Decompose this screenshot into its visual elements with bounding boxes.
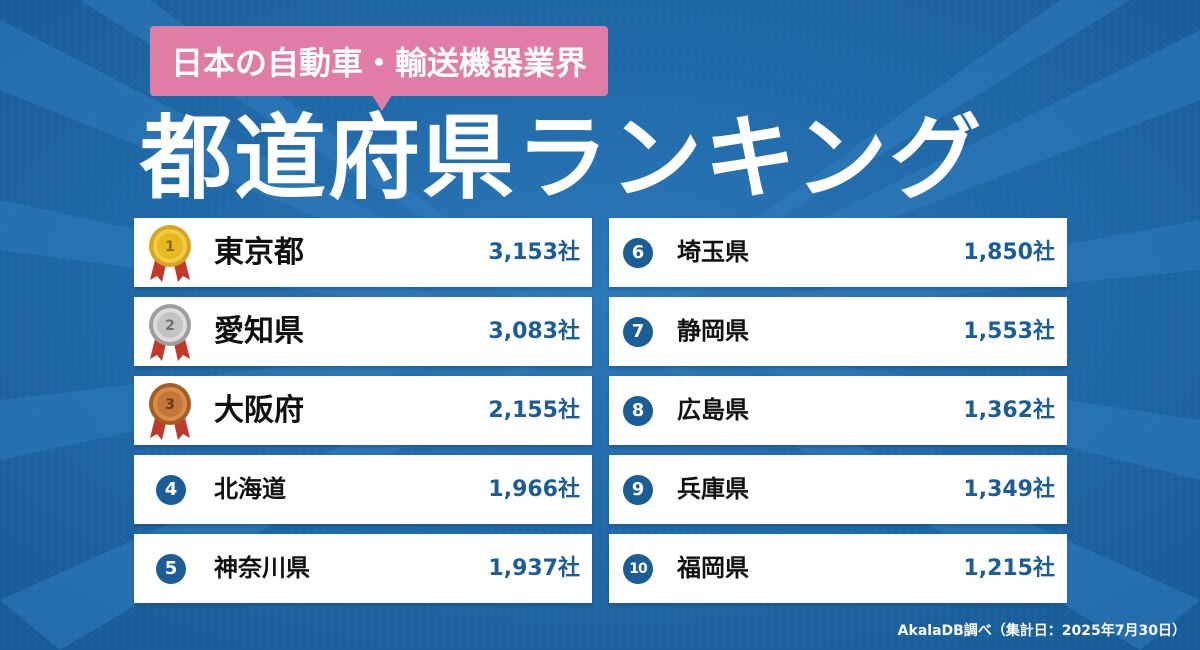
ranking-row-7: 7 静岡県 1,553社 xyxy=(609,297,1067,366)
prefecture-name: 愛知県 xyxy=(214,314,304,349)
prefecture-name: 福岡県 xyxy=(677,554,749,582)
ranking-row-1: 1 東京都 3,153社 xyxy=(134,218,592,287)
ranking-column-left: 1 東京都 3,153社 2 愛知県 3,083社 3 大阪府 2,155社 4 xyxy=(134,218,592,613)
company-count: 1,362社 xyxy=(963,398,1055,423)
badge-pointer xyxy=(372,95,392,111)
prefecture-name: 兵庫県 xyxy=(677,475,749,503)
rank-number: 4 xyxy=(156,475,186,505)
ranking-row-2: 2 愛知県 3,083社 xyxy=(134,297,592,366)
bronze-medal-icon: 3 xyxy=(149,383,191,440)
medal-rank-label: 1 xyxy=(165,239,175,255)
ranking-row-9: 9 兵庫県 1,349社 xyxy=(609,455,1067,524)
page-title: 都道府県ランキング xyxy=(140,105,984,212)
rank-number: 10 xyxy=(623,554,653,584)
rank-number: 9 xyxy=(623,475,653,505)
prefecture-name: 埼玉県 xyxy=(677,238,749,266)
company-count: 2,155社 xyxy=(488,398,580,423)
rank-number: 8 xyxy=(623,396,653,426)
category-badge: 日本の自動車・輸送機器業界 xyxy=(150,26,608,96)
company-count: 1,349社 xyxy=(963,477,1055,502)
company-count: 1,966社 xyxy=(488,477,580,502)
prefecture-name: 神奈川県 xyxy=(214,554,310,582)
prefecture-name: 東京都 xyxy=(214,235,304,270)
prefecture-name: 北海道 xyxy=(214,475,286,503)
prefecture-name: 静岡県 xyxy=(677,317,749,345)
company-count: 3,153社 xyxy=(488,240,580,265)
prefecture-name: 広島県 xyxy=(677,396,749,424)
rank-number: 7 xyxy=(623,317,653,347)
rank-number: 6 xyxy=(623,238,653,268)
silver-medal-icon: 2 xyxy=(149,304,191,361)
medal-rank-label: 3 xyxy=(165,397,175,413)
ranking-row-10: 10 福岡県 1,215社 xyxy=(609,534,1067,603)
medal-rank-label: 2 xyxy=(165,318,175,334)
source-note: AkalaDB調べ（集計日：2025年7月30日） xyxy=(897,623,1186,639)
company-count: 3,083社 xyxy=(488,319,580,344)
ranking-row-5: 5 神奈川県 1,937社 xyxy=(134,534,592,603)
prefecture-name: 大阪府 xyxy=(214,393,304,428)
rank-number: 5 xyxy=(156,554,186,584)
ranking-row-4: 4 北海道 1,966社 xyxy=(134,455,592,524)
company-count: 1,850社 xyxy=(963,240,1055,265)
company-count: 1,553社 xyxy=(963,319,1055,344)
ranking-row-6: 6 埼玉県 1,850社 xyxy=(609,218,1067,287)
ranking-row-8: 8 広島県 1,362社 xyxy=(609,376,1067,445)
gold-medal-icon: 1 xyxy=(149,225,191,282)
company-count: 1,215社 xyxy=(963,556,1055,581)
company-count: 1,937社 xyxy=(488,556,580,581)
ranking-column-right: 6 埼玉県 1,850社 7 静岡県 1,553社 8 広島県 1,362社 9… xyxy=(609,218,1067,613)
ranking-row-3: 3 大阪府 2,155社 xyxy=(134,376,592,445)
